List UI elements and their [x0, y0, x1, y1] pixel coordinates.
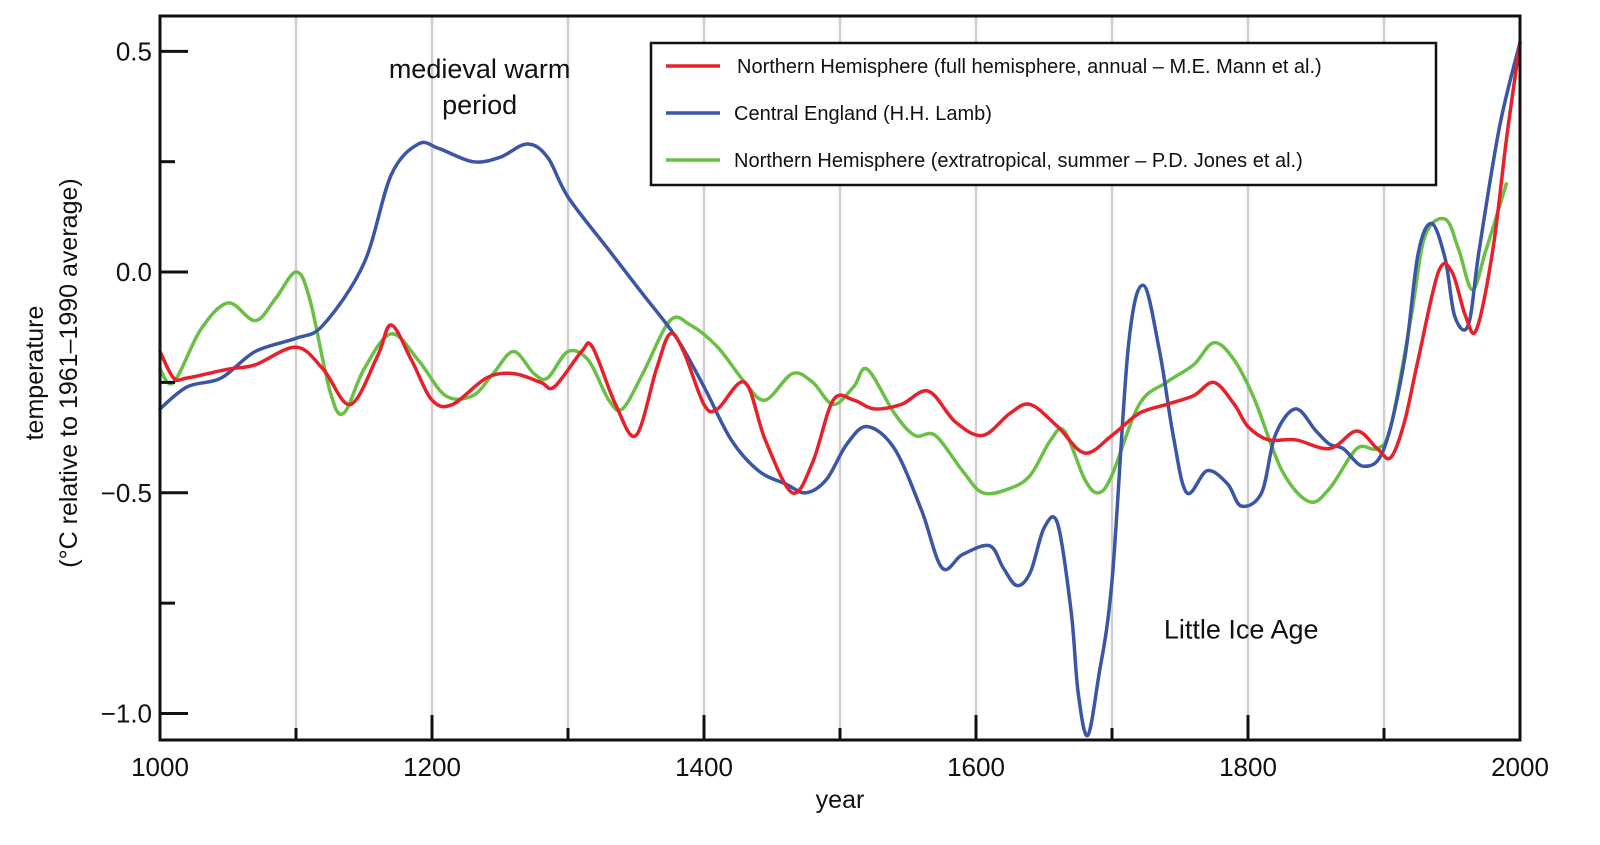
series-layer	[158, 40, 1522, 738]
y-tick-label: 0.5	[116, 36, 152, 66]
x-tick-label: 2000	[1491, 752, 1549, 782]
legend: Northern Hemisphere (full hemisphere, an…	[649, 41, 1438, 187]
series-line-jones	[158, 182, 1509, 504]
series-line-lamb	[158, 40, 1522, 738]
annotation-little-ice-age: Little Ice Age	[1164, 614, 1319, 644]
annotation-medieval-warm-period-line2: period	[442, 90, 517, 120]
y-axis-title-line1: temperature	[21, 306, 49, 441]
x-tick-label: 1200	[403, 752, 461, 782]
annotations: medieval warm period Little Ice Age	[389, 54, 1319, 645]
series-line-mann	[158, 40, 1522, 495]
legend-label-lamb: Central England (H.H. Lamb)	[734, 103, 992, 125]
annotation-medieval-warm-period-line1: medieval warm	[389, 54, 571, 84]
y-tick-label: 0.0	[116, 257, 152, 287]
y-tick-label: −1.0	[101, 699, 152, 729]
x-tick-label: 1400	[675, 752, 733, 782]
x-tick-label: 1800	[1219, 752, 1277, 782]
axis-ticks	[158, 49, 1522, 740]
y-tick-label: −0.5	[101, 478, 152, 508]
legend-label-mann: Northern Hemisphere (full hemisphere, an…	[737, 56, 1322, 78]
y-axis-title-line2: (°C relative to 1961–1990 average)	[55, 178, 83, 567]
x-tick-label: 1600	[947, 752, 1005, 782]
y-axis-title: temperature (°C relative to 1961–1990 av…	[21, 178, 83, 567]
legend-label-jones: Northern Hemisphere (extratropical, summ…	[734, 150, 1303, 172]
axis-tick-labels: 1000 1200 1400 1600 1800 2000 0.5 0.0 −0.5 −1.0	[101, 36, 1549, 782]
legend-box	[649, 41, 1438, 187]
x-tick-label: 1000	[131, 752, 189, 782]
x-axis-title: year	[816, 786, 865, 814]
